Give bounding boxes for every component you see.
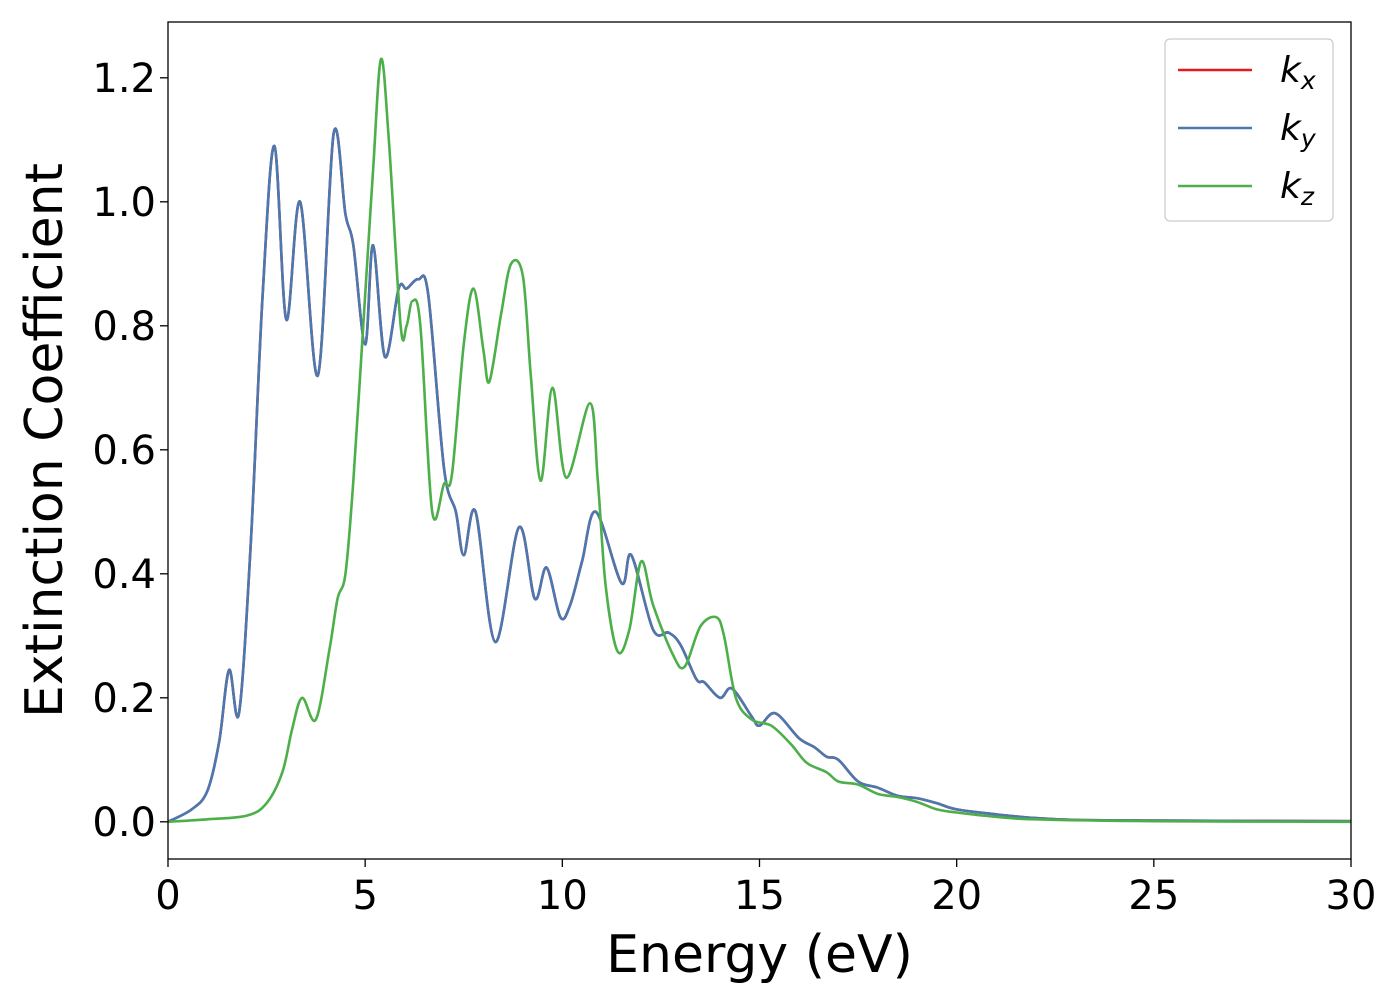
- x-axis-label: Energy (eV): [606, 925, 913, 985]
- y-tick-label: 1.2: [92, 56, 156, 102]
- y-tick-label: 0.0: [92, 800, 156, 846]
- x-tick-label: 15: [734, 873, 785, 919]
- series-line-kz: [167, 57, 1352, 824]
- y-tick-label: 1.0: [92, 180, 156, 226]
- legend-box: [1164, 38, 1334, 222]
- legend-label-kz: kz: [1280, 166, 1315, 211]
- x-tick-label: 20: [931, 873, 982, 919]
- x-tick-label: 25: [1128, 873, 1179, 919]
- y-tick-label: 0.6: [92, 428, 156, 474]
- y-axis-ticks: 0.0 0.2 0.4 0.6 0.8 1.0 1.2: [92, 56, 168, 846]
- legend-label-base: k: [1280, 166, 1303, 207]
- y-tick-label: 0.2: [92, 676, 156, 722]
- legend-label-subscript: x: [1300, 66, 1316, 95]
- legend-label-kx: kx: [1280, 50, 1316, 95]
- x-axis-ticks: 0 5 10 15 20 25 30: [155, 859, 1376, 919]
- legend-label-subscript: y: [1300, 124, 1317, 153]
- y-tick-label: 0.8: [92, 304, 156, 350]
- series-line-ky: [167, 127, 1352, 823]
- x-tick-label: 5: [352, 873, 377, 919]
- plot-frame: [167, 21, 1352, 860]
- legend-label-base: k: [1280, 108, 1303, 149]
- x-tick-label: 0: [155, 873, 180, 919]
- legend-label-ky: ky: [1280, 108, 1317, 153]
- y-tick-label: 0.4: [92, 552, 156, 598]
- legend-label-subscript: z: [1300, 182, 1315, 211]
- x-tick-label: 30: [1326, 873, 1377, 919]
- x-tick-label: 10: [537, 873, 588, 919]
- legend-label-base: k: [1280, 50, 1303, 91]
- series-layer: [167, 57, 1352, 824]
- y-axis-label: Extinction Coefficient: [15, 163, 75, 718]
